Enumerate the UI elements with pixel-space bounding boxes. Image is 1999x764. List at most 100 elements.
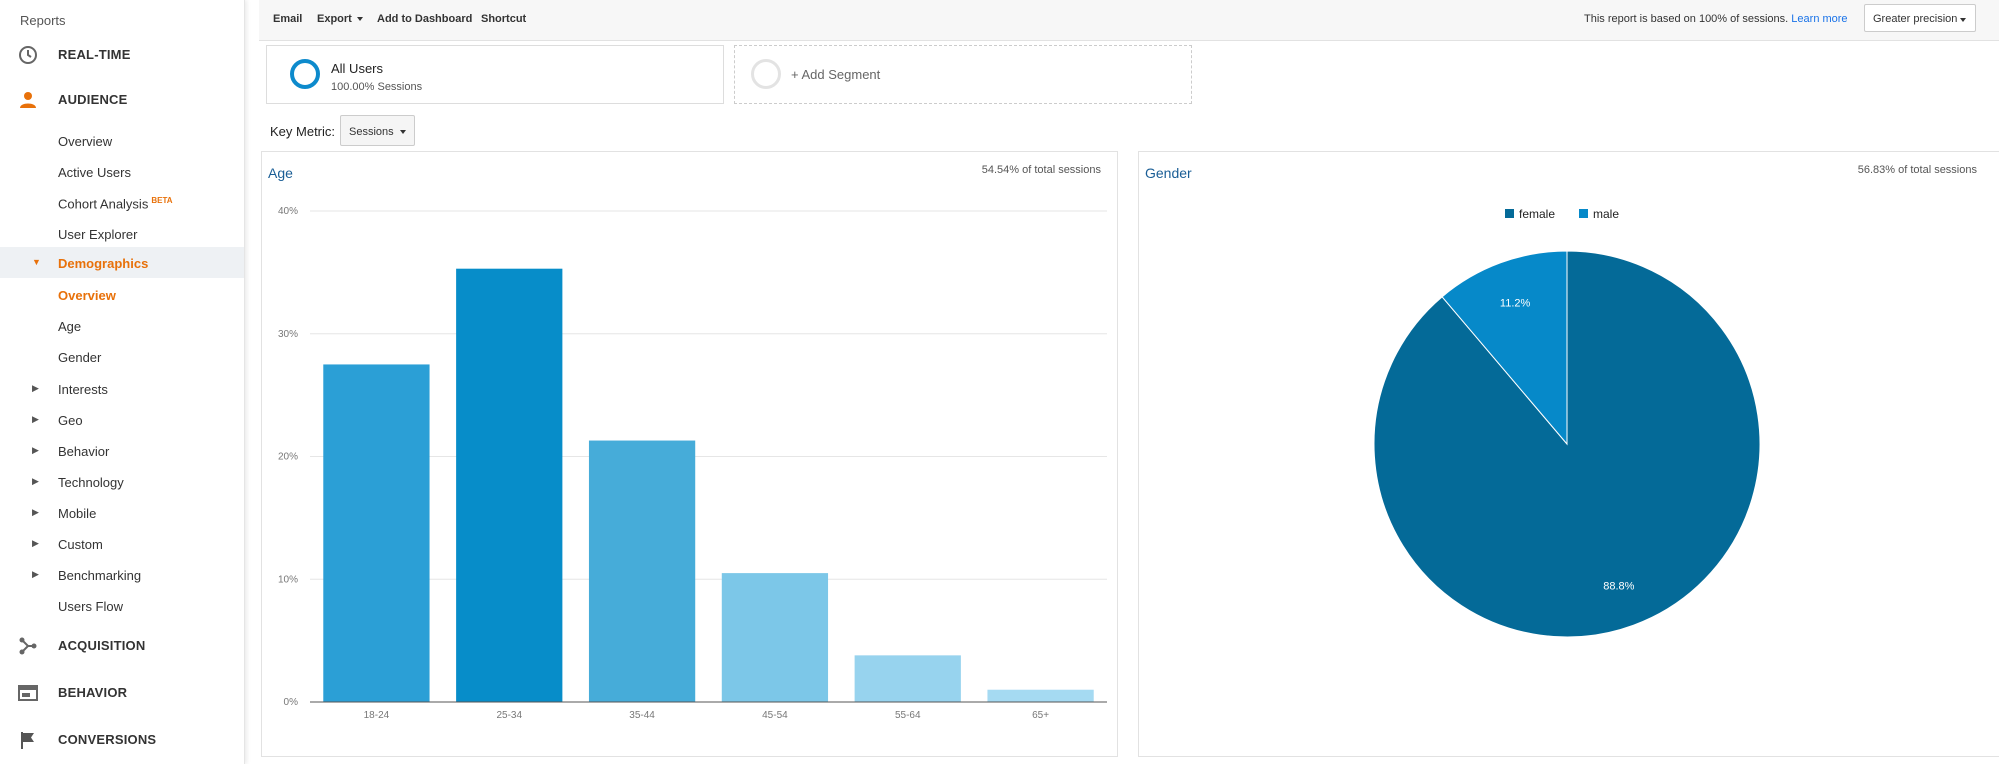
segment-name: All Users bbox=[331, 61, 384, 76]
gender-panel-title: Gender bbox=[1145, 165, 1192, 181]
y-tick-label: 40% bbox=[278, 206, 298, 217]
sidebar-item-overview[interactable]: Overview bbox=[0, 127, 244, 155]
nav-realtime[interactable]: REAL-TIME bbox=[0, 36, 244, 72]
add-to-dashboard-button[interactable]: Add to Dashboard bbox=[377, 13, 473, 25]
sidebar-item-label: Behavior bbox=[58, 444, 110, 459]
age-panel-note: 54.54% of total sessions bbox=[981, 164, 1101, 176]
shortcut-button[interactable]: Shortcut bbox=[481, 13, 527, 25]
sampling-info-text: This report is based on 100% of sessions… bbox=[1584, 13, 1789, 25]
sidebar-item-mobile[interactable]: ▶ Mobile bbox=[0, 499, 244, 527]
sidebar-item-users-flow[interactable]: Users Flow bbox=[0, 592, 244, 620]
sidebar-item-active-users[interactable]: Active Users bbox=[0, 158, 244, 186]
x-tick-label: 35-44 bbox=[629, 710, 655, 721]
caret-right-icon: ▶ bbox=[32, 476, 39, 486]
precision-select[interactable]: Greater precision bbox=[1864, 4, 1976, 32]
report-toolbar: Email Export Add to Dashboard Shortcut T… bbox=[259, 0, 1999, 41]
caret-right-icon: ▶ bbox=[32, 507, 39, 517]
sidebar-item-label: Cohort Analysis BETA bbox=[58, 196, 173, 211]
email-button[interactable]: Email bbox=[273, 13, 303, 25]
sidebar-item-gender[interactable]: Gender bbox=[0, 343, 244, 371]
reports-heading: Reports bbox=[20, 13, 66, 28]
caret-down-icon bbox=[356, 17, 363, 22]
caret-down-icon bbox=[400, 130, 406, 134]
sidebar-item-label: Custom bbox=[58, 537, 103, 552]
export-label: Export bbox=[317, 13, 352, 25]
gender-panel-note: 56.83% of total sessions bbox=[1857, 164, 1977, 176]
gender-panel: Gender 56.83% of total sessions female ma… bbox=[1138, 151, 1999, 757]
x-tick-label: 65+ bbox=[1032, 710, 1049, 721]
sidebar-item-custom[interactable]: ▶ Custom bbox=[0, 530, 244, 558]
sidebar-item-label: User Explorer bbox=[58, 227, 138, 242]
sidebar-item-label: Overview bbox=[58, 134, 113, 149]
nav-conversions[interactable]: CONVERSIONS bbox=[0, 721, 244, 757]
acquisition-icon bbox=[19, 637, 37, 655]
caret-right-icon: ▶ bbox=[32, 414, 39, 424]
behavior-icon bbox=[18, 685, 38, 701]
sidebar-item-label: Geo bbox=[58, 413, 83, 428]
clock-icon bbox=[19, 46, 37, 64]
caret-down-icon bbox=[1960, 18, 1966, 22]
nav-behavior[interactable]: BEHAVIOR bbox=[0, 674, 244, 710]
nav-behavior-label: BEHAVIOR bbox=[58, 684, 128, 700]
sidebar-item-geo[interactable]: ▶ Geo bbox=[0, 406, 244, 434]
bar-55-64 bbox=[854, 655, 961, 702]
add-segment-button[interactable]: + Add Segment bbox=[734, 45, 1192, 104]
person-icon bbox=[20, 92, 36, 108]
segment-all-users[interactable]: All Users 100.00% Sessions bbox=[266, 45, 724, 104]
segment-placeholder-icon bbox=[751, 59, 781, 89]
caret-right-icon: ▶ bbox=[32, 569, 39, 579]
segment-sessions: 100.00% Sessions bbox=[331, 81, 423, 93]
precision-select-value: Greater precision bbox=[1873, 13, 1958, 25]
sidebar-item-demographics-overview[interactable]: Overview bbox=[0, 281, 244, 309]
key-metric-value: Sessions bbox=[349, 126, 394, 138]
y-tick-label: 0% bbox=[284, 697, 299, 708]
caret-right-icon: ▶ bbox=[32, 445, 39, 455]
bar-35-44 bbox=[588, 440, 696, 702]
x-tick-label: 25-34 bbox=[496, 710, 522, 721]
sidebar-item-benchmarking[interactable]: ▶ Benchmarking bbox=[0, 561, 244, 589]
beta-badge: BETA bbox=[151, 196, 173, 205]
y-tick-label: 10% bbox=[278, 574, 298, 585]
nav-realtime-label: REAL-TIME bbox=[58, 46, 131, 62]
x-tick-label: 55-64 bbox=[895, 710, 921, 721]
sidebar-item-user-explorer[interactable]: User Explorer bbox=[0, 220, 244, 248]
sampling-info: This report is based on 100% of sessions… bbox=[1584, 13, 1848, 25]
sidebar-item-label: Users Flow bbox=[58, 599, 124, 614]
sidebar-item-label: Benchmarking bbox=[58, 568, 142, 583]
sidebar-item-cohort-analysis[interactable]: Cohort Analysis BETA bbox=[0, 189, 244, 217]
x-tick-label: 45-54 bbox=[762, 710, 788, 721]
sidebar-item-label: Mobile bbox=[58, 506, 97, 521]
key-metric-select[interactable]: Sessions bbox=[340, 115, 415, 146]
sidebar-item-behavior[interactable]: ▶ Behavior bbox=[0, 437, 244, 465]
cohort-analysis-text: Cohort Analysis bbox=[58, 196, 149, 212]
age-panel-title: Age bbox=[268, 165, 293, 181]
sidebar-item-label: Overview bbox=[58, 288, 116, 303]
sidebar-item-technology[interactable]: ▶ Technology bbox=[0, 468, 244, 496]
caret-right-icon: ▶ bbox=[32, 538, 39, 548]
nav-audience[interactable]: AUDIENCE bbox=[0, 81, 244, 117]
nav-audience-label: AUDIENCE bbox=[58, 91, 128, 107]
caret-down-icon: ▼ bbox=[32, 257, 41, 267]
sidebar-item-label: Demographics bbox=[58, 256, 149, 271]
bar-45-54 bbox=[721, 573, 829, 702]
bar-18-24 bbox=[323, 364, 430, 702]
nav-conversions-label: CONVERSIONS bbox=[58, 731, 157, 747]
sidebar-item-label: Technology bbox=[58, 475, 124, 490]
sidebar-item-label: Age bbox=[58, 319, 82, 334]
bar-65+ bbox=[987, 689, 1094, 702]
x-tick-label: 18-24 bbox=[364, 710, 390, 721]
sidebar: Reports REAL-TIME AUDIENCE Overview Acti… bbox=[0, 0, 245, 764]
sidebar-item-interests[interactable]: ▶ Interests bbox=[0, 375, 244, 403]
export-button[interactable]: Export bbox=[317, 13, 363, 25]
caret-right-icon: ▶ bbox=[32, 383, 39, 393]
gender-pie-chart: female male 88.8% 11.2% bbox=[1373, 207, 1761, 638]
add-segment-label: + Add Segment bbox=[791, 67, 881, 82]
sidebar-item-label: Interests bbox=[58, 382, 108, 397]
sidebar-item-demographics[interactable]: ▼ Demographics bbox=[0, 247, 244, 278]
age-bar-chart: 0% 10% 20% 30% 40% 18-24 25-34 35-44 45-54 55-64 6… bbox=[278, 206, 1107, 721]
sidebar-item-age[interactable]: Age bbox=[0, 312, 244, 340]
nav-acquisition[interactable]: ACQUISITION bbox=[0, 627, 244, 663]
learn-more-link[interactable]: Learn more bbox=[1791, 13, 1848, 25]
legend-label-male: male bbox=[1593, 207, 1619, 221]
legend-swatch-female bbox=[1505, 209, 1514, 218]
